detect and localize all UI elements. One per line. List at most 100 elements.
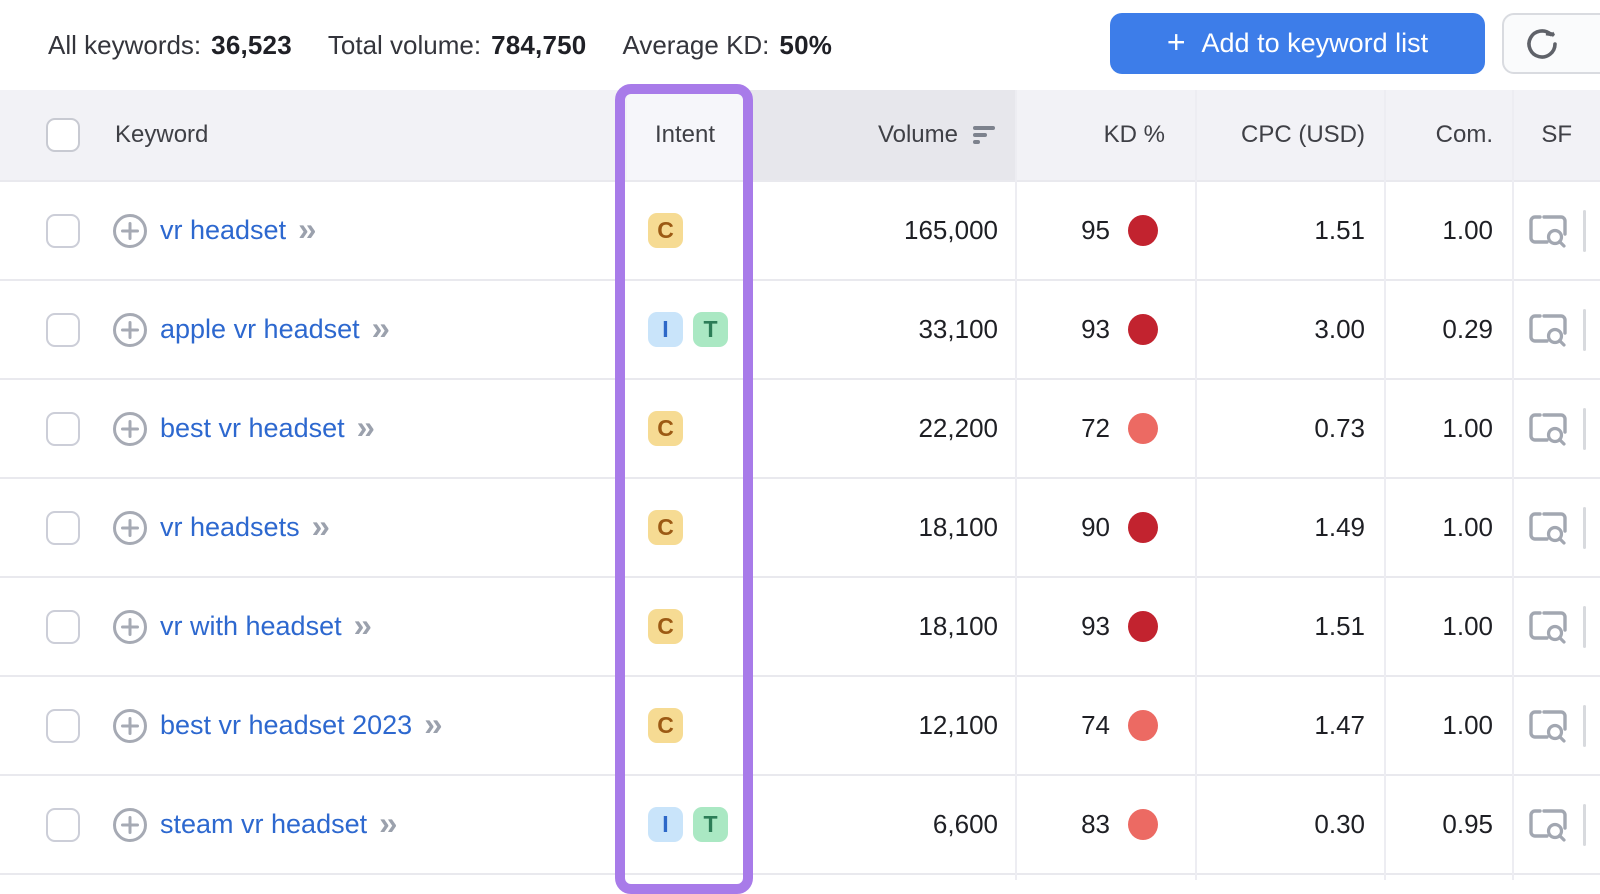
keyword-cell: steam vr headset ›› (112, 776, 397, 873)
com-cell: 1.00 (1442, 611, 1493, 641)
kd-cell: 74 (1020, 677, 1158, 774)
com-cell: 1.00 (1442, 512, 1493, 542)
column-header-kd[interactable]: KD % (1103, 121, 1165, 148)
add-keyword-plus-icon[interactable] (112, 708, 148, 744)
add-keyword-plus-icon[interactable] (112, 609, 148, 645)
volume-cell: 18,100 (918, 512, 998, 542)
kd-difficulty-dot (1128, 611, 1158, 642)
keyword-cell: best vr headset ›› (112, 380, 375, 477)
table-row: vr with headset ›› C 18,100 93 1.51 1.00 (0, 576, 1600, 675)
add-keyword-plus-icon[interactable] (112, 807, 148, 843)
kd-cell: 93 (1020, 578, 1158, 675)
cell-divider (1583, 308, 1586, 351)
volume-cell: 165,000 (904, 215, 998, 245)
cell-divider (1583, 407, 1586, 450)
sf-cell[interactable] (1528, 380, 1568, 477)
row-checkbox[interactable] (46, 312, 80, 347)
com-cell: 1.00 (1442, 413, 1493, 443)
plus-icon: + (1166, 24, 1186, 60)
add-keyword-plus-icon[interactable] (112, 510, 148, 546)
sf-cell[interactable] (1528, 677, 1568, 774)
sf-cell[interactable] (1528, 182, 1568, 279)
cpc-cell: 1.51 (1314, 611, 1365, 641)
volume-cell: 18,100 (918, 611, 998, 641)
keyword-link[interactable]: apple vr headset (160, 314, 360, 344)
intent-cell: C (648, 578, 683, 675)
double-chevron-icon[interactable]: ›› (356, 408, 375, 445)
column-header-sf[interactable]: SF (1541, 121, 1572, 148)
keyword-link[interactable]: vr headsets (160, 512, 300, 542)
table-row: vr headsets ›› C 18,100 90 1.49 1.00 (0, 477, 1600, 576)
com-cell: 1.00 (1442, 710, 1493, 740)
double-chevron-icon[interactable]: ›› (311, 507, 330, 544)
keyword-link[interactable]: steam vr headset (160, 809, 368, 839)
cell-divider (1583, 803, 1586, 846)
cell-divider (1583, 605, 1586, 648)
keyword-link[interactable]: vr with headset (160, 611, 342, 641)
keyword-cell: apple vr headset ›› (112, 281, 390, 378)
column-divider (1195, 90, 1197, 880)
column-header-volume[interactable]: Volume (760, 90, 998, 180)
sf-cell[interactable] (1528, 578, 1568, 675)
refresh-button[interactable] (1502, 13, 1600, 74)
row-checkbox[interactable] (46, 213, 80, 248)
table-row: best vr headset ›› C 22,200 72 0.73 1.00 (0, 378, 1600, 477)
keyword-link[interactable]: best vr headset 2023 (160, 710, 413, 740)
double-chevron-icon[interactable]: ›› (379, 804, 397, 841)
intent-badge-T: T (693, 807, 728, 842)
column-header-cpc[interactable]: CPC (USD) (1241, 121, 1365, 148)
double-chevron-icon[interactable]: ›› (353, 606, 372, 643)
volume-header-label: Volume (877, 121, 958, 148)
row-checkbox[interactable] (46, 708, 80, 743)
row-checkbox[interactable] (46, 609, 80, 644)
add-keyword-plus-icon[interactable] (112, 213, 148, 249)
cpc-cell: 3.00 (1314, 314, 1365, 344)
intent-badge-C: C (648, 708, 683, 743)
kd-cell: 83 (1020, 776, 1158, 873)
intent-badge-I: I (648, 312, 683, 347)
kd-difficulty-dot (1128, 809, 1158, 840)
double-chevron-icon[interactable]: ›› (424, 705, 442, 742)
row-checkbox[interactable] (46, 411, 80, 446)
row-checkbox[interactable] (46, 807, 80, 842)
double-chevron-icon[interactable]: ›› (371, 309, 390, 346)
sf-cell[interactable] (1528, 479, 1568, 576)
kd-difficulty-dot (1128, 512, 1158, 543)
add-keyword-plus-icon[interactable] (112, 411, 148, 447)
column-header-com[interactable]: Com. (1435, 121, 1493, 148)
com-cell: 0.29 (1442, 314, 1493, 344)
column-divider (1512, 90, 1514, 880)
keyword-link[interactable]: vr headset (160, 215, 287, 245)
serp-preview-icon (1529, 214, 1567, 248)
column-header-intent[interactable]: Intent (654, 121, 716, 148)
add-to-keyword-list-button[interactable]: + Add to keyword list (1110, 13, 1485, 74)
keyword-link[interactable]: best vr headset (160, 413, 345, 443)
intent-badge-C: C (648, 609, 683, 644)
keyword-cell: vr headsets ›› (112, 479, 330, 576)
kd-value: 93 (1081, 611, 1110, 641)
volume-cell: 22,200 (918, 413, 998, 443)
com-cell: 0.95 (1442, 809, 1493, 839)
sf-cell[interactable] (1528, 281, 1568, 378)
cpc-cell: 0.30 (1314, 809, 1365, 839)
row-checkbox[interactable] (46, 510, 80, 545)
kd-value: 95 (1081, 215, 1110, 245)
column-divider (1015, 90, 1017, 880)
volume-cell: 12,100 (918, 710, 998, 740)
select-all-checkbox[interactable] (46, 118, 80, 152)
table-body: vr headset ›› C 165,000 95 1.51 1.00 (0, 180, 1600, 873)
stat-label: Average KD: (622, 29, 770, 60)
double-chevron-icon[interactable]: ›› (298, 210, 316, 247)
keyword-cell: vr with headset ›› (112, 578, 372, 675)
keyword-cell: vr headset ›› (112, 182, 316, 279)
sf-cell[interactable] (1528, 776, 1568, 873)
volume-header-background (748, 90, 1015, 180)
cpc-cell: 1.49 (1314, 512, 1365, 542)
stat-label: Total volume: (327, 29, 482, 60)
add-keyword-plus-icon[interactable] (112, 312, 148, 348)
serp-preview-icon (1529, 511, 1567, 545)
column-header-keyword[interactable]: Keyword (115, 121, 209, 148)
keyword-table: Keyword Intent Volume KD % CPC (USD) Com… (0, 90, 1600, 882)
volume-cell: 33,100 (918, 314, 998, 344)
